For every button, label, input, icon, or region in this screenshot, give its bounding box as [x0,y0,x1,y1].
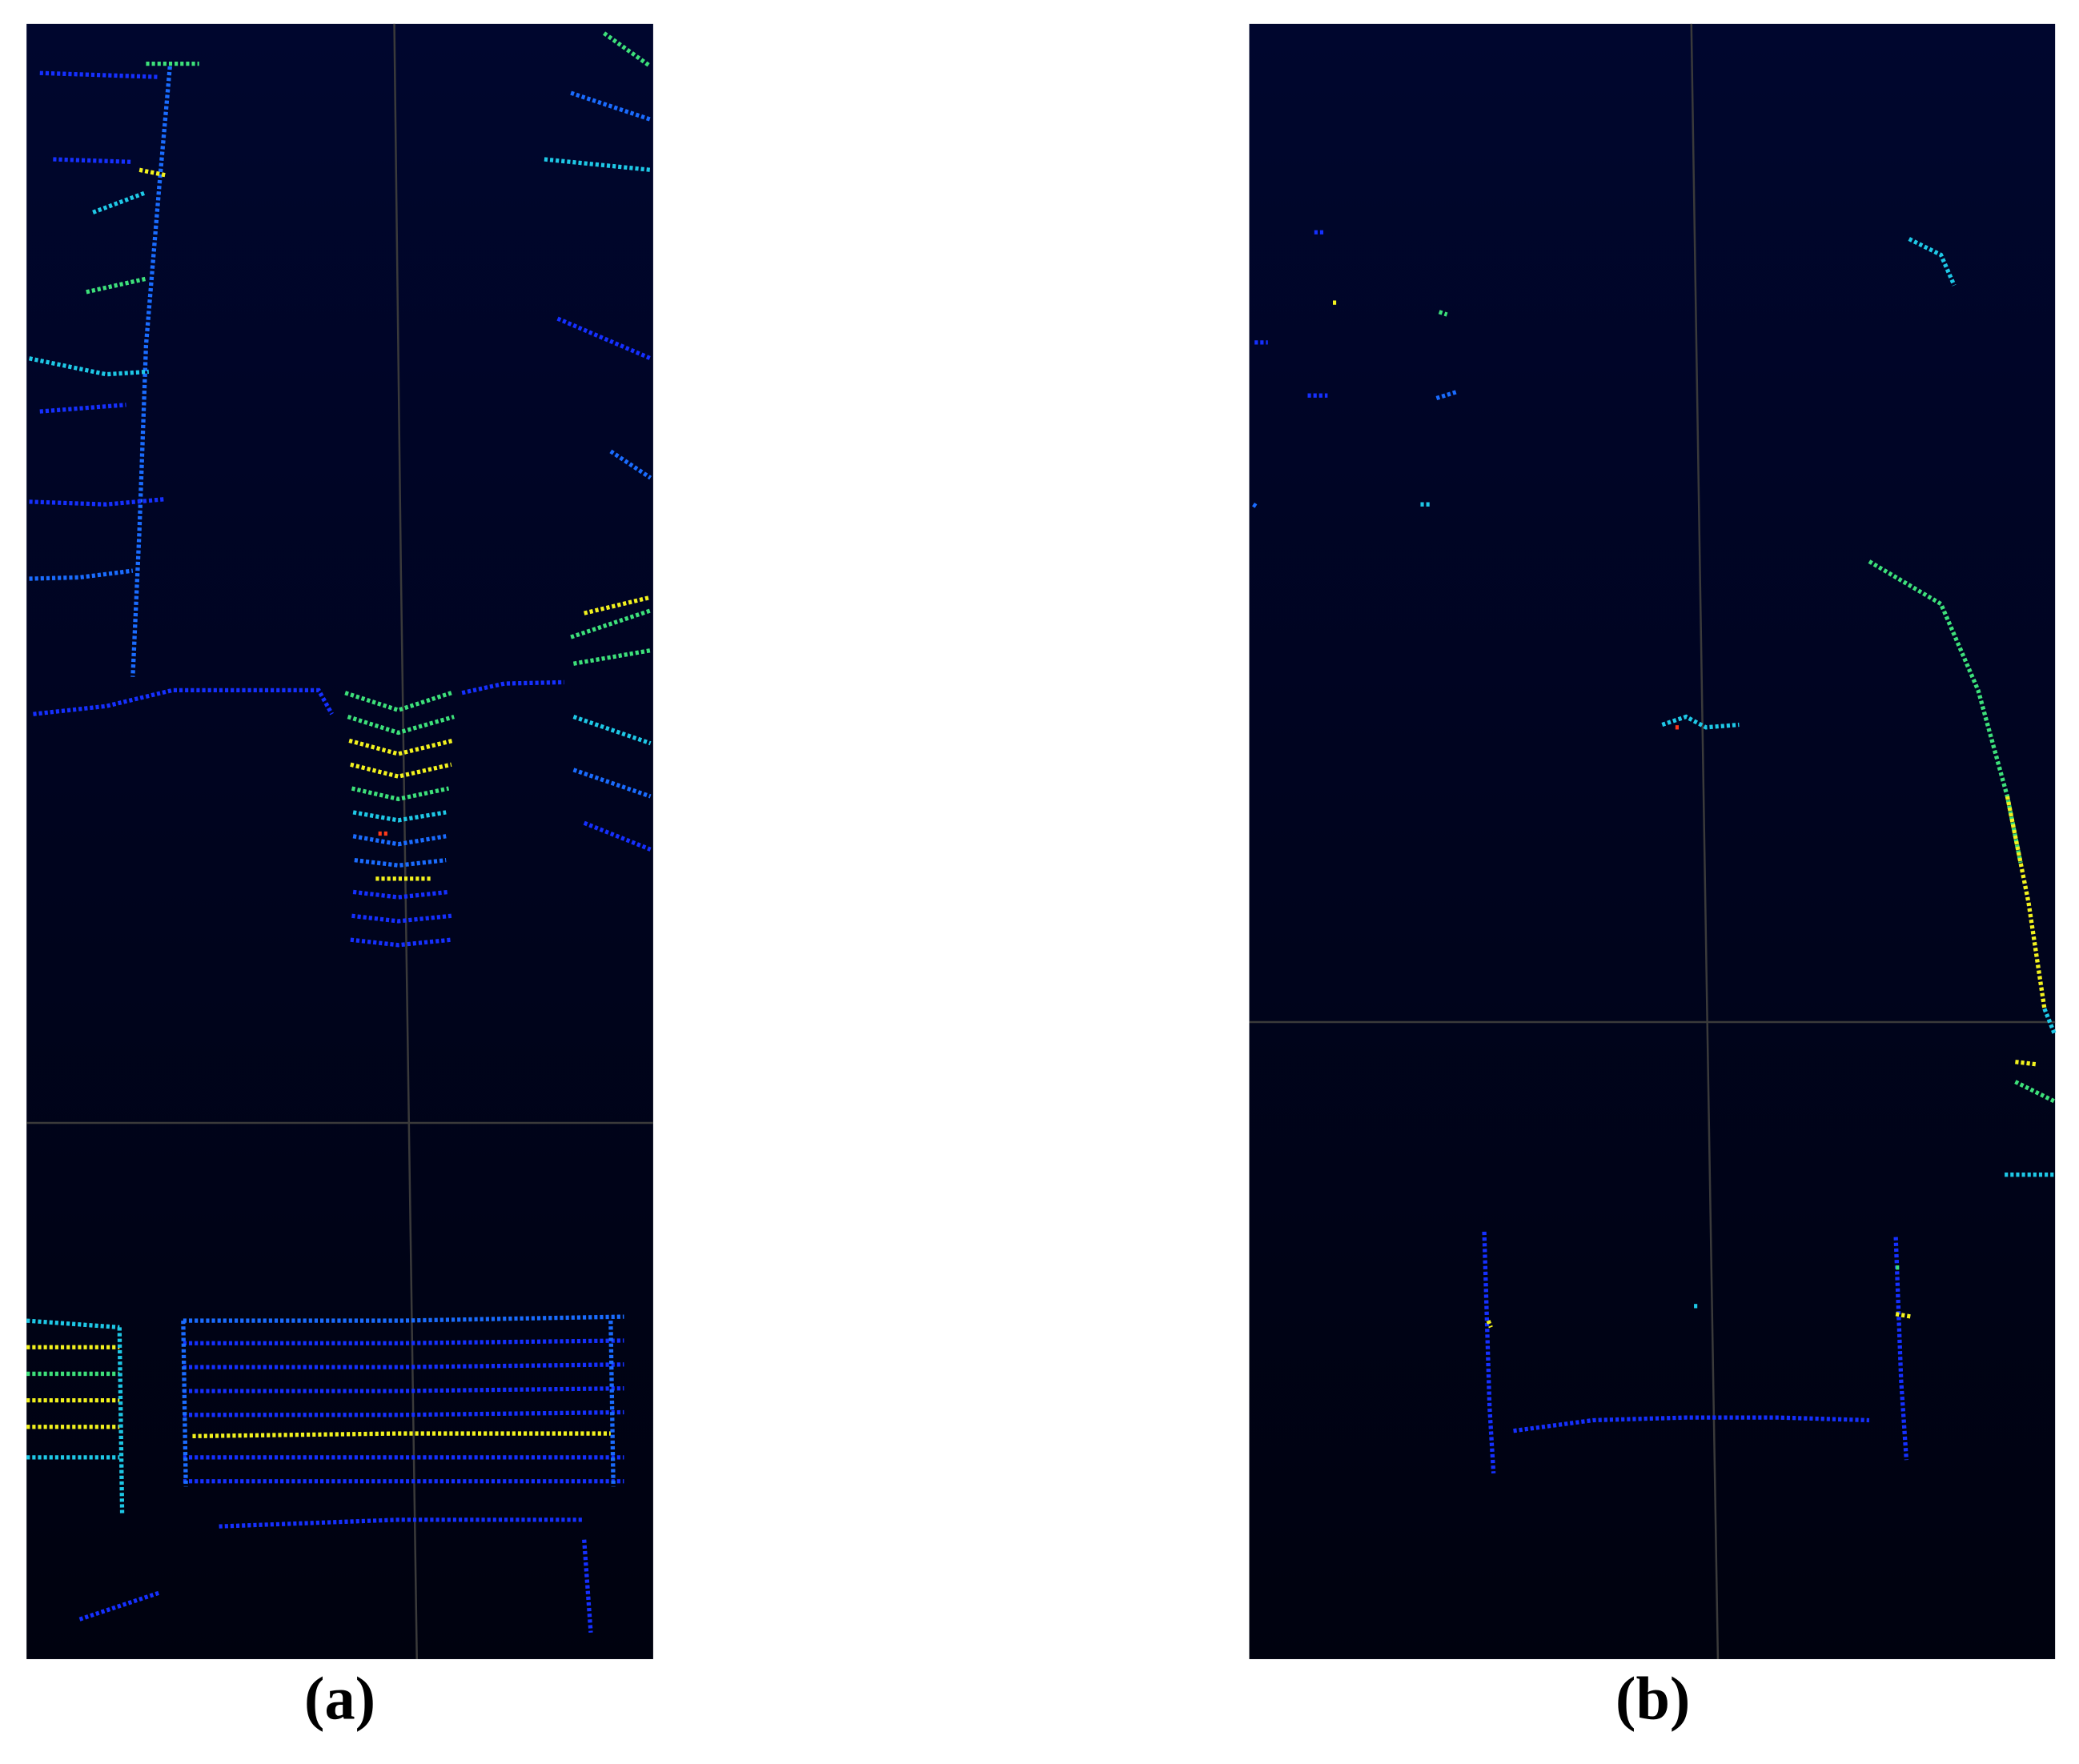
point-streak [1661,714,1740,730]
point-streak [570,90,652,122]
point-streak [2015,1060,2038,1067]
point-streak [183,1362,624,1369]
point-streak [582,1539,593,1633]
point-streak [1893,1237,1909,1461]
point-streak [352,810,447,823]
grid-line [1690,23,1720,1659]
point-streak [219,1517,584,1529]
point-streak [183,1386,624,1393]
point-streak [86,276,146,295]
point-streak [1438,310,1448,317]
point-streak [26,1318,120,1330]
point-streak [92,190,147,214]
point-streak [351,786,450,802]
point-streak [572,648,652,666]
point-streak [354,857,447,868]
point-streak [1435,389,1459,401]
point-streak [183,1338,624,1345]
point-streak [609,449,652,480]
point-streak [39,403,126,414]
point-streak [2042,1008,2057,1036]
panel-label: (a) [304,1665,375,1733]
point-streak [1895,1312,1912,1319]
point-streak [29,496,167,507]
point-streak [608,1321,616,1487]
panel-background [26,23,653,1659]
panel-label: (b) [1615,1665,1690,1733]
point-streak [117,1327,125,1513]
point-streak [544,157,651,172]
point-streak [2005,796,2047,1009]
point-streak [39,70,160,79]
point-streak [352,834,447,847]
point-streak [138,167,167,178]
point-streak [348,738,454,756]
point-streak [78,1590,160,1622]
point-streak [583,820,652,852]
point-streak [570,608,652,639]
point-streak [1486,1320,1493,1329]
point-streak [347,714,455,736]
point-streak [192,1431,611,1439]
point-streak [1252,502,1258,509]
point-streak [1908,237,1957,287]
point-streak [130,66,172,677]
point-streak [344,691,452,713]
point-streak [350,937,452,948]
point-streak [1868,559,2023,864]
point-streak [183,1314,624,1323]
point-streak [603,31,652,69]
point-streak [351,913,452,924]
point-streak [572,715,652,746]
point-streak [572,768,652,799]
point-streak [33,688,334,716]
point-streak [181,1321,188,1487]
point-streak [1482,1231,1496,1473]
point-streak [2014,1080,2057,1104]
panel-b [1249,23,2057,1659]
point-streak [183,1409,624,1417]
point-streak [1513,1415,1870,1433]
panel-background [1249,23,2056,1659]
panel-a [26,23,653,1659]
point-streak [53,157,133,164]
point-streak [29,568,134,581]
point-streak [461,680,564,696]
